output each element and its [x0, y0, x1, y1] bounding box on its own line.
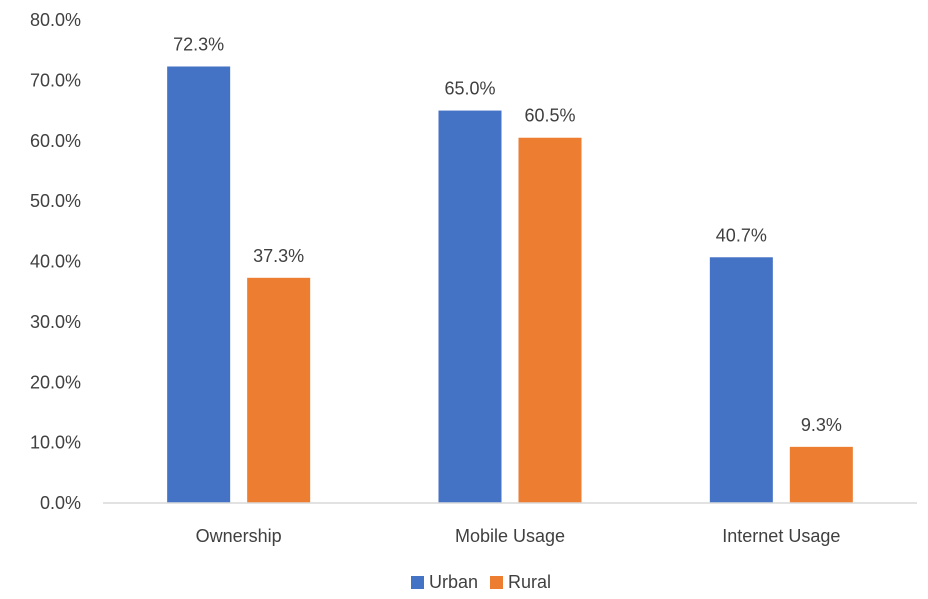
bar-urban-2 [709, 257, 773, 503]
y-tick-label: 40.0% [30, 252, 81, 272]
y-tick-label: 50.0% [30, 191, 81, 211]
bar-urban-0 [167, 66, 231, 504]
x-tick-label: Ownership [196, 526, 282, 546]
legend-label-rural: Rural [508, 572, 551, 592]
y-tick-label: 60.0% [30, 131, 81, 151]
y-tick-label: 20.0% [30, 372, 81, 392]
legend-swatch-urban [411, 576, 424, 589]
data-labels: 72.3% 37.3% 65.0% 60.5% 40.7% 9.3% [173, 34, 842, 434]
data-label: 9.3% [801, 415, 842, 435]
legend-swatch-rural [490, 576, 503, 589]
x-axis: Ownership Mobile Usage Internet Usage [196, 526, 841, 546]
bar-rural-1 [518, 137, 582, 503]
legend: Urban Rural [411, 572, 551, 592]
data-label: 60.5% [524, 106, 575, 126]
data-label: 37.3% [253, 246, 304, 266]
y-axis: 0.0% 10.0% 20.0% 30.0% 40.0% 50.0% 60.0% 70.0% 8… [30, 10, 81, 513]
bars [167, 66, 853, 504]
y-tick-label: 30.0% [30, 312, 81, 332]
bar-urban-1 [438, 110, 502, 503]
y-tick-label: 80.0% [30, 10, 81, 30]
y-tick-label: 0.0% [40, 493, 81, 513]
legend-label-urban: Urban [429, 572, 478, 592]
data-label: 65.0% [444, 79, 495, 99]
x-tick-label: Mobile Usage [455, 526, 565, 546]
bar-rural-2 [789, 446, 853, 503]
bar-rural-0 [247, 277, 311, 503]
data-label: 40.7% [716, 225, 767, 245]
y-tick-label: 70.0% [30, 70, 81, 90]
y-tick-label: 10.0% [30, 433, 81, 453]
x-tick-label: Internet Usage [722, 526, 840, 546]
data-label: 72.3% [173, 34, 224, 54]
